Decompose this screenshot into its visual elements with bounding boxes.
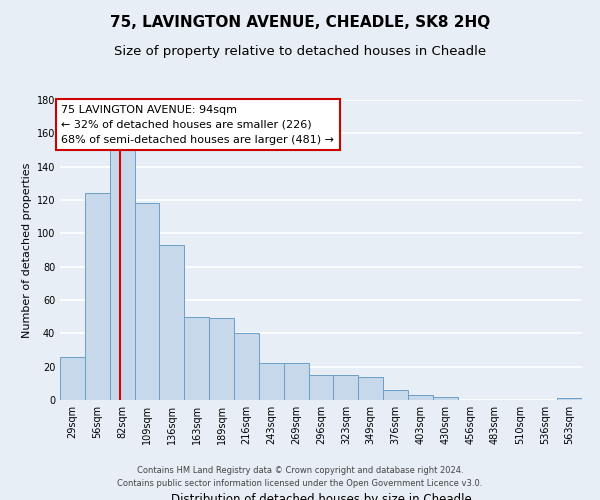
Bar xyxy=(184,316,209,400)
Bar xyxy=(259,364,284,400)
Text: 75 LAVINGTON AVENUE: 94sqm
← 32% of detached houses are smaller (226)
68% of sem: 75 LAVINGTON AVENUE: 94sqm ← 32% of deta… xyxy=(61,105,334,144)
Bar xyxy=(160,245,184,400)
Bar xyxy=(433,396,458,400)
Bar xyxy=(383,390,408,400)
Text: Size of property relative to detached houses in Cheadle: Size of property relative to detached ho… xyxy=(114,45,486,58)
Bar xyxy=(85,194,110,400)
Bar xyxy=(134,204,160,400)
Bar xyxy=(557,398,582,400)
Text: Contains HM Land Registry data © Crown copyright and database right 2024.
Contai: Contains HM Land Registry data © Crown c… xyxy=(118,466,482,487)
Bar xyxy=(334,375,358,400)
Bar xyxy=(209,318,234,400)
Bar xyxy=(358,376,383,400)
Y-axis label: Number of detached properties: Number of detached properties xyxy=(22,162,32,338)
Text: 75, LAVINGTON AVENUE, CHEADLE, SK8 2HQ: 75, LAVINGTON AVENUE, CHEADLE, SK8 2HQ xyxy=(110,15,490,30)
X-axis label: Distribution of detached houses by size in Cheadle: Distribution of detached houses by size … xyxy=(170,492,472,500)
Bar xyxy=(110,150,134,400)
Bar xyxy=(284,364,308,400)
Bar xyxy=(60,356,85,400)
Bar xyxy=(234,334,259,400)
Bar xyxy=(408,395,433,400)
Bar xyxy=(308,375,334,400)
